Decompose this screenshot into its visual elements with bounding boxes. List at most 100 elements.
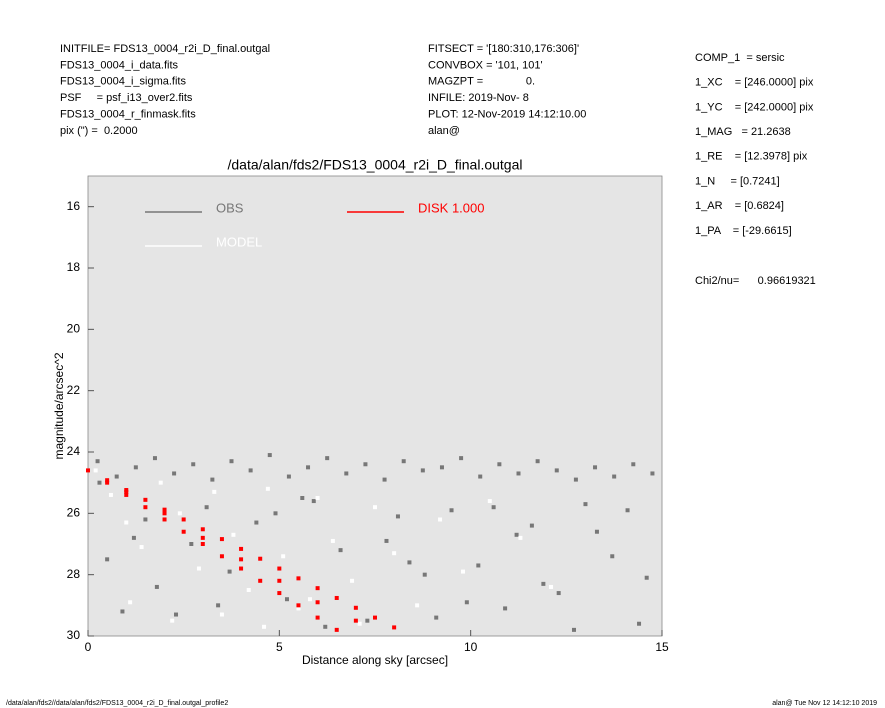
point [210, 477, 215, 482]
point [229, 459, 234, 464]
point [476, 563, 481, 568]
point [265, 486, 270, 491]
point [353, 618, 358, 623]
point [124, 492, 129, 497]
point [174, 612, 179, 617]
footer-right: alan@ Tue Nov 12 14:12:10 2019 [772, 700, 877, 707]
point [267, 453, 272, 458]
y-tick-label: 26 [67, 506, 81, 520]
plot-area [87, 175, 663, 637]
point [306, 465, 311, 470]
header-line: alan@ [428, 125, 460, 137]
header-line: INITFILE= FDS13_0004_r2i_D_final.outgal [60, 43, 270, 55]
point [239, 546, 244, 551]
point [258, 556, 263, 561]
point [143, 517, 148, 522]
point [373, 615, 377, 620]
chart-title: /data/alan/fds2/FDS13_0004_r2i_D_final.o… [228, 157, 523, 173]
y-tick-label: 18 [67, 260, 81, 274]
point [392, 625, 397, 630]
x-tick-label: 15 [655, 640, 669, 654]
point [365, 618, 370, 623]
point [219, 612, 224, 617]
x-tick-label: 10 [464, 640, 478, 654]
point [554, 468, 559, 473]
point [353, 605, 358, 610]
point [162, 507, 167, 512]
fit-parameter: 1_PA = [-29.6615] [695, 225, 792, 237]
x-tick-label: 5 [276, 640, 283, 654]
point [133, 465, 138, 470]
point [549, 584, 554, 589]
point [143, 505, 148, 510]
point [296, 576, 301, 581]
point [612, 474, 617, 479]
y-tick-label: 16 [67, 199, 81, 213]
point [464, 600, 469, 605]
legend-label: DISK 1.000 [418, 200, 485, 215]
point [556, 591, 561, 596]
point [514, 532, 519, 537]
point [277, 591, 282, 596]
point [644, 575, 649, 580]
y-tick-label: 28 [67, 567, 81, 581]
point [344, 471, 349, 476]
point [143, 497, 148, 502]
point [95, 459, 100, 464]
point [535, 459, 540, 464]
point [382, 477, 387, 482]
point [330, 538, 335, 543]
point [154, 584, 159, 589]
x-tick-label: 0 [85, 640, 92, 654]
point [422, 572, 427, 577]
point [323, 624, 328, 629]
point [204, 505, 209, 510]
point [334, 627, 339, 632]
point [434, 615, 439, 620]
header-line: CONVBOX = '101, 101' [428, 59, 543, 71]
fit-parameter: 1_AR = [0.6824] [695, 200, 784, 212]
point [93, 468, 98, 473]
point [258, 578, 263, 583]
point [487, 499, 492, 504]
legend-label: OBS [216, 200, 244, 215]
point [239, 557, 244, 562]
point [334, 595, 339, 600]
point [296, 606, 301, 611]
point [315, 586, 320, 591]
point [277, 566, 282, 571]
point [212, 489, 217, 494]
point [200, 527, 205, 532]
header-line: FITSECT = '[180:310,176:306]' [428, 43, 579, 55]
point [162, 517, 167, 522]
point [158, 480, 163, 485]
point [420, 468, 425, 473]
point [541, 581, 546, 586]
point [189, 542, 194, 546]
point [503, 606, 508, 611]
fit-parameter: 1_N = [0.7241] [695, 175, 780, 187]
fit-parameter: 1_YC = [242.0000] pix [695, 101, 814, 113]
point [650, 471, 655, 476]
point [300, 496, 305, 500]
point [262, 624, 267, 629]
header-line: PSF = psf_i13_over2.fits [60, 92, 193, 104]
point [239, 566, 244, 571]
point [593, 465, 598, 470]
chi2: Chi2/nu= 0.96619321 [695, 275, 816, 287]
point [315, 496, 320, 500]
point [438, 517, 443, 522]
point [491, 505, 496, 510]
point [363, 462, 368, 467]
point [407, 560, 412, 565]
header-line: pix (") = 0.2000 [60, 125, 138, 137]
header-line: FDS13_0004_i_data.fits [60, 59, 179, 71]
point [105, 478, 110, 483]
header-line: FDS13_0004_i_sigma.fits [60, 76, 186, 88]
point [315, 615, 320, 620]
point [105, 557, 110, 562]
point [284, 597, 289, 602]
point [516, 471, 521, 476]
point [286, 474, 291, 479]
